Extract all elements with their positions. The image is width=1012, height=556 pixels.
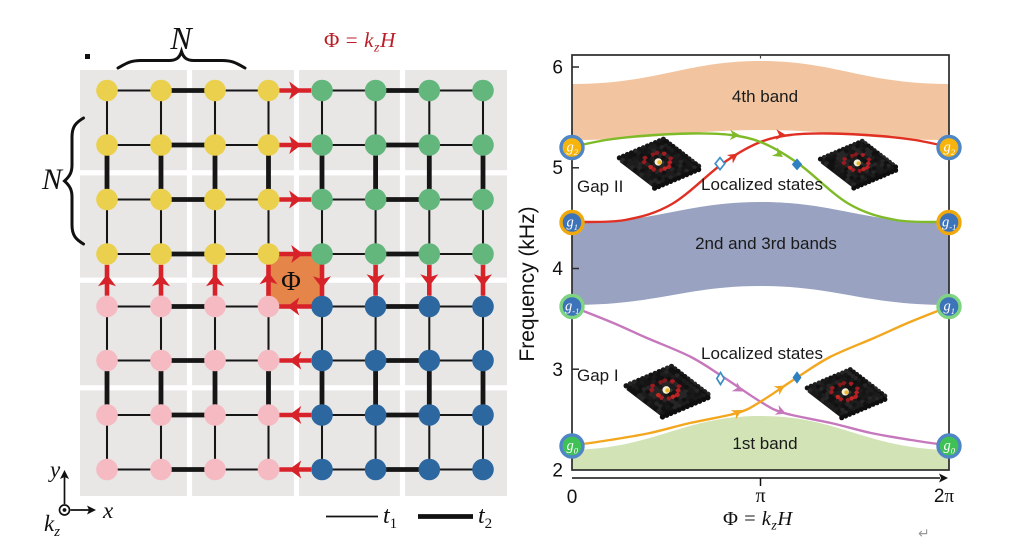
- svg-text:4th band: 4th band: [732, 87, 798, 106]
- svg-text:g1: g1: [567, 215, 579, 233]
- svg-text:Localized states: Localized states: [701, 344, 823, 363]
- svg-text:Φ = kzH: Φ = kzH: [324, 28, 397, 56]
- svg-text:Localized states: Localized states: [701, 175, 823, 194]
- svg-text:Gap I: Gap I: [577, 366, 619, 385]
- svg-text:Gap II: Gap II: [577, 177, 623, 196]
- svg-text:π: π: [755, 485, 765, 507]
- svg-text:5: 5: [552, 158, 563, 179]
- svg-text:4: 4: [552, 259, 563, 280]
- svg-text:Φ: Φ: [281, 266, 301, 296]
- svg-text:2: 2: [552, 461, 563, 482]
- svg-text:y: y: [48, 457, 61, 482]
- svg-text:Frequency (kHz): Frequency (kHz): [516, 206, 539, 361]
- svg-text:N: N: [41, 163, 64, 196]
- svg-text:↵: ↵: [918, 525, 930, 541]
- svg-text:2π: 2π: [934, 486, 955, 507]
- svg-text:N: N: [169, 20, 193, 56]
- svg-text:6: 6: [552, 58, 563, 79]
- svg-text:0: 0: [567, 487, 578, 508]
- svg-text:3: 3: [552, 360, 563, 381]
- svg-text:Φ = kzH: Φ = kzH: [723, 508, 793, 534]
- svg-text:g1: g1: [944, 299, 956, 317]
- svg-text:2nd and 3rd bands: 2nd and 3rd bands: [695, 234, 837, 253]
- svg-text:x: x: [102, 498, 114, 523]
- svg-text:1st band: 1st band: [732, 434, 797, 453]
